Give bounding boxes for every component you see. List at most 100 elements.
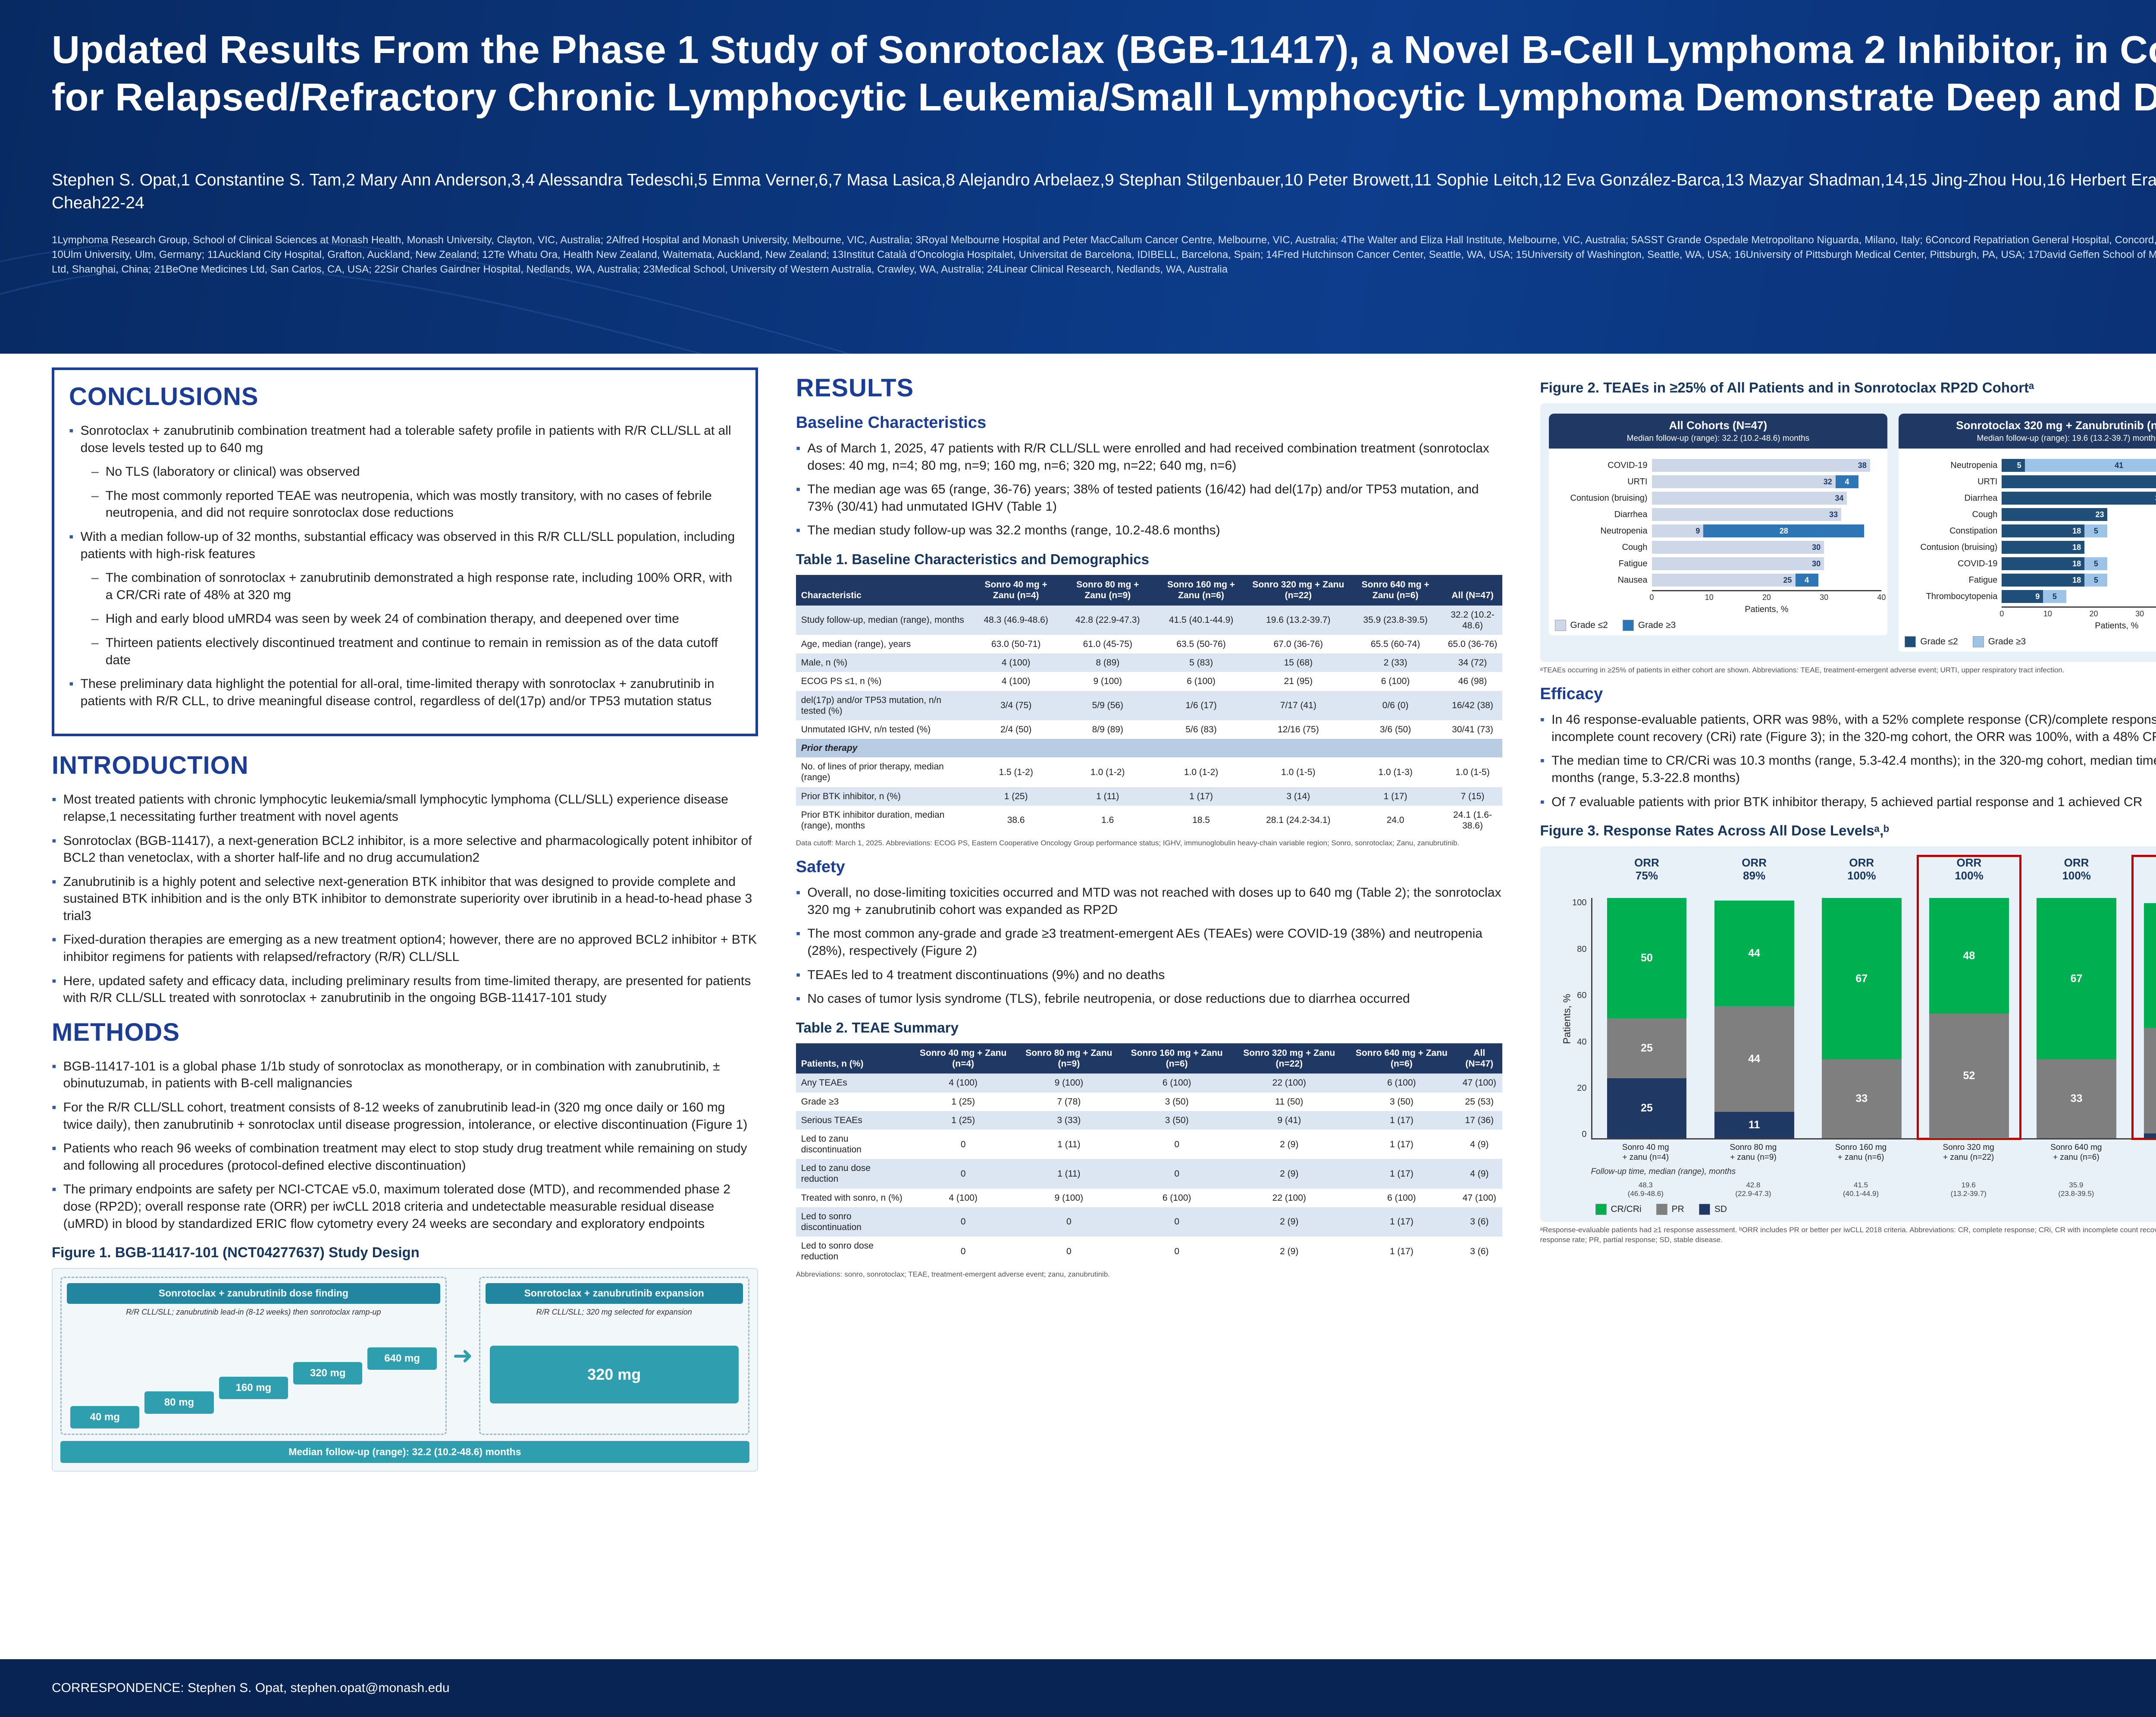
hbar-row: Cough 23 bbox=[1905, 508, 2156, 521]
bullet-text: BGB-11417-101 is a global phase 1/1b stu… bbox=[63, 1059, 720, 1091]
bar-segment-PR: 33 bbox=[1822, 1059, 1902, 1139]
cell-value: 7 (78) bbox=[1057, 1096, 1081, 1107]
column-header: All (N=47) bbox=[1443, 575, 1502, 606]
cell-value: 67.0 (36-76) bbox=[1273, 639, 1323, 649]
row-label: Serious TEAEs bbox=[796, 1111, 911, 1130]
all-cohorts-panel: All Cohorts (N=47) Median follow-up (ran… bbox=[1548, 414, 1888, 652]
cell-value: 2/4 (50) bbox=[1000, 724, 1032, 735]
rp2d-panel: Sonrotoclax 320 mg + Zanubrutinib (n=22)… bbox=[1899, 414, 2156, 652]
dose-finding-subtext: R/R CLL/SLL; zanubrutinib lead-in (8-12 … bbox=[126, 1308, 381, 1317]
bullet-marker: ▪ bbox=[52, 792, 56, 807]
column-header: Sonro 80 mg + Zanu (n=9) bbox=[1062, 575, 1154, 606]
x-label: Sonro 80 mg + zanu (n=9) bbox=[1730, 1143, 1777, 1162]
x-label: All evaluable (n=46) bbox=[2135, 1143, 2156, 1163]
bullet-text: Patients who reach 96 weeks of combinati… bbox=[63, 1141, 747, 1173]
cell-value: 1 (25) bbox=[951, 1096, 975, 1107]
cell-value: 6 (100) bbox=[1187, 676, 1216, 687]
dose-box: 80 mg bbox=[144, 1391, 214, 1414]
grade-ge3-bar: 4 bbox=[1835, 475, 1859, 489]
legend-label: CR/CRi bbox=[1611, 1204, 1642, 1214]
bullet-text: For the R/R CLL/SLL cohort, treatment co… bbox=[63, 1100, 748, 1132]
cell-value: 3 (50) bbox=[1389, 1096, 1413, 1107]
cell-value: 8 (89) bbox=[1062, 653, 1154, 672]
x-label: Sonro 640 mg + zanu (n=6) bbox=[2050, 1143, 2102, 1162]
grade-le2-bar: 33 bbox=[1651, 508, 1842, 521]
table2-title: Table 2. TEAE Summary bbox=[796, 1019, 959, 1036]
hbar-row: COVID-19 18 5 bbox=[1905, 557, 2156, 571]
cell-value: 30/41 (73) bbox=[1452, 724, 1493, 735]
table-row: Any TEAEs 4 (100) 9 (100) 6 (100) 22 (100) 6 … bbox=[796, 1074, 1502, 1092]
bullet-text: Overall, no dose-limiting toxicities occ… bbox=[807, 885, 1501, 917]
row-label: Prior BTK inhibitor, n (%) bbox=[796, 787, 970, 806]
cell-value: 0 bbox=[1174, 1139, 1179, 1149]
column-header: Sonro 320 mg + Zanu (n=22) bbox=[1248, 575, 1348, 606]
bullet-text: With a median follow-up of 32 months, su… bbox=[80, 529, 735, 561]
x-label: Sonro 320 mg + zanu (n=22) bbox=[1943, 1143, 1994, 1162]
results-heading: RESULTS bbox=[796, 374, 914, 402]
cell-value: 6 (100) bbox=[1387, 1193, 1416, 1203]
column-header: Sonro 160 mg + Zanu (n=6) bbox=[1153, 575, 1249, 606]
legend-label: SD bbox=[1714, 1204, 1727, 1214]
chart-legend: Grade ≤2 Grade ≥3 bbox=[1554, 620, 1882, 631]
hbar-axis: 0 10 20 30 40 bbox=[1649, 590, 1886, 604]
hbar-row: Cough 30 bbox=[1555, 541, 1882, 554]
cell-value: 32.2 (10.2-48.6) bbox=[1443, 605, 1502, 635]
hbar-track: 32 4 bbox=[1651, 475, 1882, 489]
cell-value: 46 (98) bbox=[1458, 676, 1487, 687]
cell-value: 1.0 (1-2) bbox=[1184, 767, 1219, 777]
cell-value: 3 (33) bbox=[1016, 1111, 1122, 1130]
grade-ge3-bar: 5 bbox=[2084, 524, 2108, 538]
bullet-item: ▪ The median age was 65 (range, 36-76) ye… bbox=[796, 481, 1502, 515]
cell-value: 41.5 (40.1-44.9) bbox=[1153, 605, 1249, 635]
table-row: Led to zanu discontinuation 0 1 (11) 0 2 (9)… bbox=[796, 1130, 1502, 1159]
bullet-text: Thirteen patients electively discontinue… bbox=[105, 635, 718, 667]
bullet-marker: ▪ bbox=[52, 1182, 56, 1197]
cell-value: 1 (17) bbox=[1346, 1111, 1457, 1130]
y-tick: 20 bbox=[1577, 1083, 1587, 1093]
bar-top-label: ORR 100% bbox=[2062, 856, 2091, 882]
bullet-item: – The most commonly reported TEAE was neu… bbox=[69, 487, 741, 521]
bar-segment-PR: 44 bbox=[2144, 1028, 2156, 1134]
hbar-category: Fatigue bbox=[1968, 575, 1998, 585]
bullet-item: ▪ Here, updated safety and efficacy data,… bbox=[52, 973, 758, 1007]
cell-value: 1 (11) bbox=[1057, 1139, 1081, 1149]
legend-label: Grade ≥3 bbox=[1988, 637, 2026, 647]
cell-value: 2 (9) bbox=[1280, 1139, 1299, 1149]
methods-heading: METHODS bbox=[52, 1018, 180, 1046]
bullet-item: ▪ Fixed-duration therapies are emerging a… bbox=[52, 931, 758, 965]
poster-title: Updated Results From the Phase 1 Study o… bbox=[52, 27, 2156, 122]
bullet-item: ▪ The primary endpoints are safety per NC… bbox=[52, 1181, 758, 1232]
bullet-text: Zanubrutinib is a highly potent and sele… bbox=[63, 874, 752, 923]
row-label: Led to sonro discontinuation bbox=[796, 1207, 911, 1237]
cell-value: 22 (100) bbox=[1272, 1193, 1306, 1203]
bullet-text: In 46 response-evaluable patients, ORR w… bbox=[1551, 713, 2156, 744]
cell-value: 4 (9) bbox=[1457, 1159, 1502, 1189]
bullet-item: ▪ As of March 1, 2025, 47 patients with R… bbox=[796, 440, 1502, 474]
legend-label: Grade ≤2 bbox=[1920, 637, 1958, 647]
baseline-bullets: ▪ As of March 1, 2025, 47 patients with R… bbox=[796, 440, 1502, 539]
bullet-text: Fixed-duration therapies are emerging as… bbox=[63, 932, 757, 964]
axis-tick: 30 bbox=[2135, 609, 2144, 618]
table-row: Prior BTK inhibitor, n (%) 1 (25) 1 (11) 1 … bbox=[796, 787, 1502, 806]
legend-item: Grade ≤2 bbox=[1905, 636, 1958, 648]
legend-label: Grade ≤2 bbox=[1570, 620, 1608, 631]
bullet-marker: – bbox=[91, 488, 99, 503]
bullet-item: ▪ These preliminary data highlight the po… bbox=[69, 675, 741, 709]
cell-value: 2 (9) bbox=[1232, 1159, 1347, 1189]
cell-value: 6 (100) bbox=[1122, 1074, 1232, 1092]
bullet-text: Here, updated safety and efficacy data, … bbox=[63, 973, 751, 1005]
cell-value: 24.1 (1.6-38.6) bbox=[1453, 810, 1492, 831]
legend-chip bbox=[1698, 1203, 1710, 1215]
bar-segment-SD: 25 bbox=[1607, 1078, 1687, 1139]
bullet-marker: ▪ bbox=[52, 1100, 56, 1115]
cell-value: 1 (17) bbox=[1346, 1207, 1457, 1237]
bullet-item: – Thirteen patients electively discontinu… bbox=[69, 634, 741, 669]
hbar-row: Diarrhea 33 bbox=[1555, 508, 1882, 521]
table-row: Male, n (%) 4 (100) 8 (89) 5 (83) 15 (68) 2 (… bbox=[796, 653, 1502, 672]
bullet-marker: ▪ bbox=[69, 424, 74, 438]
hbar-category: URTI bbox=[1627, 477, 1648, 487]
cell-value: 1 (11) bbox=[1062, 787, 1154, 806]
bullet-marker: ▪ bbox=[52, 973, 56, 988]
bullet-text: No cases of tumor lysis syndrome (TLS), … bbox=[807, 992, 1410, 1006]
cell-value: 9 (41) bbox=[1232, 1111, 1347, 1130]
